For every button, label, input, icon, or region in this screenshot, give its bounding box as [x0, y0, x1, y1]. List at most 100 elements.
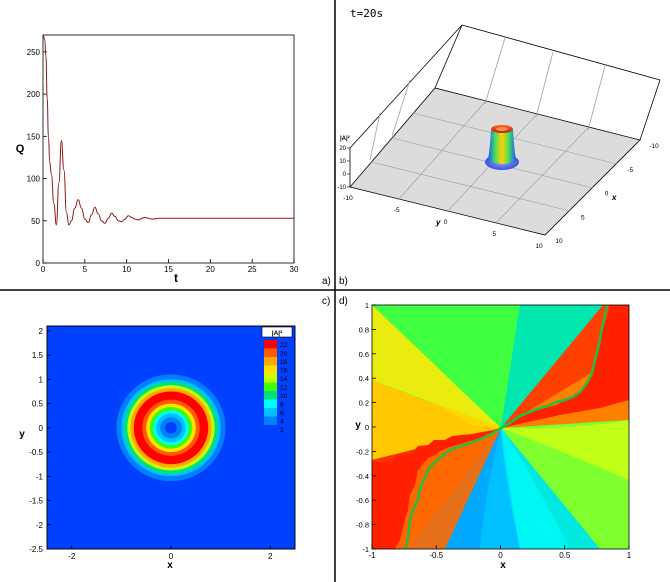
- chart-c-legend-swatch: [264, 357, 277, 366]
- chart-b-peak-rim: [496, 127, 508, 131]
- chart-b-title: t=20s: [350, 7, 383, 20]
- chart-b-x-tick-label: -10: [649, 143, 659, 150]
- chart-c-legend-label: 18: [280, 359, 288, 366]
- chart-c-ring: [165, 421, 177, 434]
- chart-c-legend-swatch: [264, 374, 277, 383]
- chart-c-frame: [46, 325, 296, 550]
- chart-b-z-label: |A|²: [340, 135, 350, 142]
- chart-b-x-tick-label: 10: [555, 238, 563, 245]
- chart-c-y-tick-label: 0: [39, 424, 44, 433]
- chart-d-y-tick-label: -1: [362, 545, 369, 554]
- chart-d-y-tick-label: -0.2: [356, 447, 369, 456]
- chart-d-ticks: -1 -0.5 0 0.5 1 1 0.8 0.6 0.4 0.2 0 -0.2 -0.4 -0.6 -0.…: [356, 301, 632, 560]
- chart-c: -2 0 221.510.50-0.5-1-1.5-2-2.5 x y |A|² 2…: [19, 325, 296, 571]
- chart-a-x-tick-label: 0: [41, 265, 46, 274]
- chart-c-legend-title-box: [261, 326, 293, 338]
- chart-d-x-tick-label: -0.5: [429, 551, 443, 560]
- chart-d-y-tick-label: -0.8: [356, 521, 369, 530]
- chart-b-z-tick-label: 10: [339, 159, 346, 165]
- chart-b-x-ticks: -10 -5 0 5 10: [555, 143, 659, 245]
- chart-c-legend-swatch: [264, 391, 277, 400]
- chart-c-legend-title: |A|²: [272, 330, 283, 337]
- chart-a-x-tick-label: 20: [206, 265, 215, 274]
- chart-d-y-tick-label: 1: [365, 301, 369, 310]
- chart-c-legend-label: 2: [280, 427, 284, 434]
- chart-a-ticks: 0 5 10 15 20 25 30 0 50 100 150 200 250: [27, 48, 299, 274]
- chart-b-y-tick-label: -10: [343, 195, 353, 202]
- chart-c-x-label: x: [167, 560, 173, 571]
- chart-c-y-tick-label: -1.5: [29, 497, 43, 506]
- chart-c-y-tick-label: 0.5: [32, 400, 44, 409]
- chart-a-x-tick-label: 15: [164, 265, 173, 274]
- chart-b-walls: [349, 24, 661, 187]
- chart-c-legend-label: 10: [280, 393, 288, 400]
- chart-a-y-tick-label: 0: [36, 259, 41, 268]
- chart-d-y-tick-label: 0.6: [359, 350, 369, 359]
- chart-b-x-tick-label: 5: [581, 214, 585, 221]
- chart-c-legend-swatch: [264, 408, 277, 417]
- chart-c-legend-label: 20: [280, 351, 288, 358]
- chart-d-x-label: x: [500, 560, 506, 571]
- chart-b-x-tick-label: 0: [605, 191, 609, 198]
- chart-c-legend-label: 8: [280, 402, 284, 409]
- chart-c-legend-label: 6: [280, 410, 284, 417]
- chart-c-legend-swatch: [264, 416, 277, 425]
- chart-c-legend-label: 12: [280, 385, 288, 392]
- chart-b-y-tick-label: 0: [444, 219, 448, 226]
- chart-d-x-tick-label: -1: [368, 551, 376, 560]
- chart-b-y-tick-label: -5: [394, 207, 400, 214]
- chart-b-peak-body: [488, 130, 516, 164]
- chart-c-legend-swatch: [264, 365, 277, 374]
- chart-a-x-tick-label: 25: [248, 265, 257, 274]
- chart-a-x-tick-label: 10: [122, 265, 131, 274]
- panel-label-b: b): [339, 276, 348, 287]
- chart-b-x-tick-label: -5: [627, 167, 633, 174]
- chart-a-y-tick-label: 150: [27, 132, 41, 141]
- chart-d-phase-cut: [403, 305, 609, 549]
- chart-c-legend-label: 22: [280, 342, 288, 349]
- chart-d: -1 -0.5 0 0.5 1 1 0.8 0.6 0.4 0.2 0 -0.2 -0.4 -0.6 -0.…: [355, 301, 632, 571]
- chart-c-y-tick-label: 1: [39, 375, 44, 384]
- chart-d-y-tick-label: 0.4: [359, 374, 369, 383]
- chart-a-x-tick-label: 5: [83, 265, 88, 274]
- chart-b-z-tick-label: 0: [343, 172, 347, 178]
- chart-c-x-tick-label: 2: [268, 552, 273, 561]
- chart-a: 0 5 10 15 20 25 30 0 50 100 150 200 250 t Q: [16, 34, 299, 285]
- chart-b-y-label: y: [435, 218, 441, 227]
- chart-c-y-label: y: [19, 429, 25, 440]
- chart-d-x-tick-label: 0: [498, 551, 503, 560]
- chart-b-x-label: x: [611, 193, 617, 202]
- chart-b-z-ticks: -10 0 10 20: [337, 146, 350, 191]
- chart-c-legend-swatch: [264, 348, 277, 357]
- chart-d-y-tick-label: -0.4: [356, 472, 369, 481]
- chart-a-series-line: [42, 34, 294, 226]
- chart-c-y-tick-label: -2: [36, 521, 44, 530]
- panel-label-c: c): [322, 296, 330, 307]
- chart-d-y-tick-label: 0: [365, 423, 369, 432]
- chart-a-y-tick-label: 250: [27, 48, 41, 57]
- chart-b-z-tick-label: 20: [339, 146, 346, 152]
- chart-a-y-tick-label: 50: [31, 217, 40, 226]
- chart-b: t=20s |A|²: [337, 7, 661, 250]
- chart-c-legend-label: 14: [280, 376, 288, 383]
- chart-c-legend-swatch: [264, 399, 277, 408]
- chart-b-y-ticks: -10 -5 0 5 10: [343, 195, 543, 250]
- chart-a-y-tick-label: 100: [27, 175, 41, 184]
- chart-c-y-tick-label: -2.5: [29, 545, 43, 554]
- chart-d-y-tick-label: 0.8: [359, 325, 369, 334]
- chart-c-y-tick-label: -1: [36, 472, 44, 481]
- chart-c-legend-swatch: [264, 340, 277, 349]
- chart-a-x-label: t: [174, 271, 178, 285]
- chart-c-y-tick-label: -0.5: [29, 448, 43, 457]
- chart-b-y-tick-label: 5: [492, 231, 496, 238]
- chart-d-field: [372, 305, 629, 549]
- chart-b-y-tick-label: 10: [535, 243, 543, 250]
- chart-c-x-tick-label: 0: [169, 552, 174, 561]
- chart-c-y-tick-label: 2: [39, 327, 44, 336]
- chart-d-y-label: y: [355, 420, 361, 431]
- chart-b-floor-grid: [370, 100, 618, 224]
- chart-d-x-tick-label: 1: [627, 551, 632, 560]
